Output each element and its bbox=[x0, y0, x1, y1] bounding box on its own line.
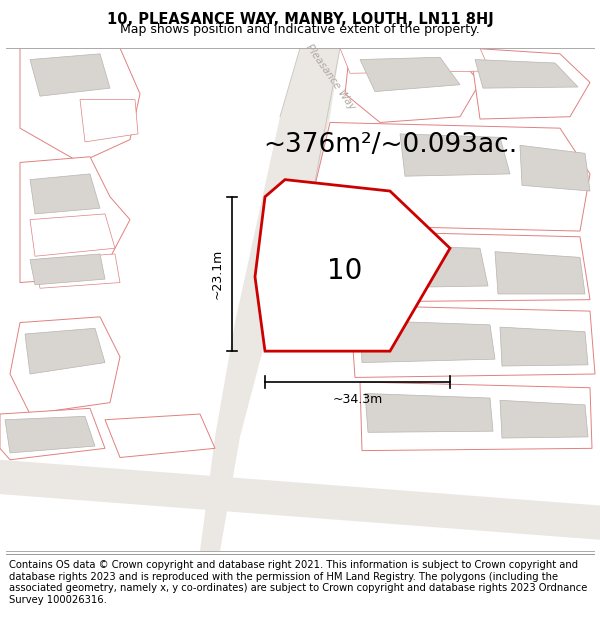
Polygon shape bbox=[520, 146, 590, 191]
Polygon shape bbox=[500, 401, 588, 438]
Polygon shape bbox=[500, 327, 588, 366]
Polygon shape bbox=[495, 252, 585, 294]
Polygon shape bbox=[350, 306, 595, 378]
Polygon shape bbox=[30, 214, 115, 256]
Text: Contains OS data © Crown copyright and database right 2021. This information is : Contains OS data © Crown copyright and d… bbox=[9, 560, 587, 605]
Polygon shape bbox=[0, 408, 105, 460]
Polygon shape bbox=[350, 245, 488, 288]
Text: 10, PLEASANCE WAY, MANBY, LOUTH, LN11 8HJ: 10, PLEASANCE WAY, MANBY, LOUTH, LN11 8H… bbox=[107, 12, 493, 27]
Polygon shape bbox=[30, 174, 100, 214]
Polygon shape bbox=[365, 394, 493, 432]
Polygon shape bbox=[80, 99, 138, 142]
Polygon shape bbox=[35, 254, 120, 288]
Polygon shape bbox=[30, 54, 110, 96]
Polygon shape bbox=[340, 48, 490, 73]
Polygon shape bbox=[20, 157, 130, 282]
Text: 10: 10 bbox=[328, 257, 362, 285]
Text: ~376m²/~0.093ac.: ~376m²/~0.093ac. bbox=[263, 132, 517, 158]
Polygon shape bbox=[470, 48, 590, 119]
Polygon shape bbox=[0, 460, 600, 540]
Polygon shape bbox=[475, 59, 578, 88]
Polygon shape bbox=[105, 414, 215, 458]
Polygon shape bbox=[360, 58, 460, 92]
Polygon shape bbox=[315, 122, 590, 231]
Text: ~23.1m: ~23.1m bbox=[211, 249, 224, 299]
Polygon shape bbox=[20, 48, 140, 162]
Text: ~34.3m: ~34.3m bbox=[332, 394, 383, 406]
Text: Pleasance Way: Pleasance Way bbox=[304, 42, 356, 111]
Polygon shape bbox=[200, 48, 340, 551]
Polygon shape bbox=[30, 254, 105, 285]
Polygon shape bbox=[275, 208, 365, 311]
Polygon shape bbox=[5, 416, 95, 453]
Text: Map shows position and indicative extent of the property.: Map shows position and indicative extent… bbox=[120, 23, 480, 36]
Polygon shape bbox=[10, 317, 120, 414]
Polygon shape bbox=[360, 382, 592, 451]
Polygon shape bbox=[360, 320, 495, 362]
Polygon shape bbox=[400, 134, 510, 176]
Polygon shape bbox=[255, 179, 450, 351]
Polygon shape bbox=[345, 48, 480, 122]
Polygon shape bbox=[340, 231, 590, 302]
Polygon shape bbox=[25, 328, 105, 374]
